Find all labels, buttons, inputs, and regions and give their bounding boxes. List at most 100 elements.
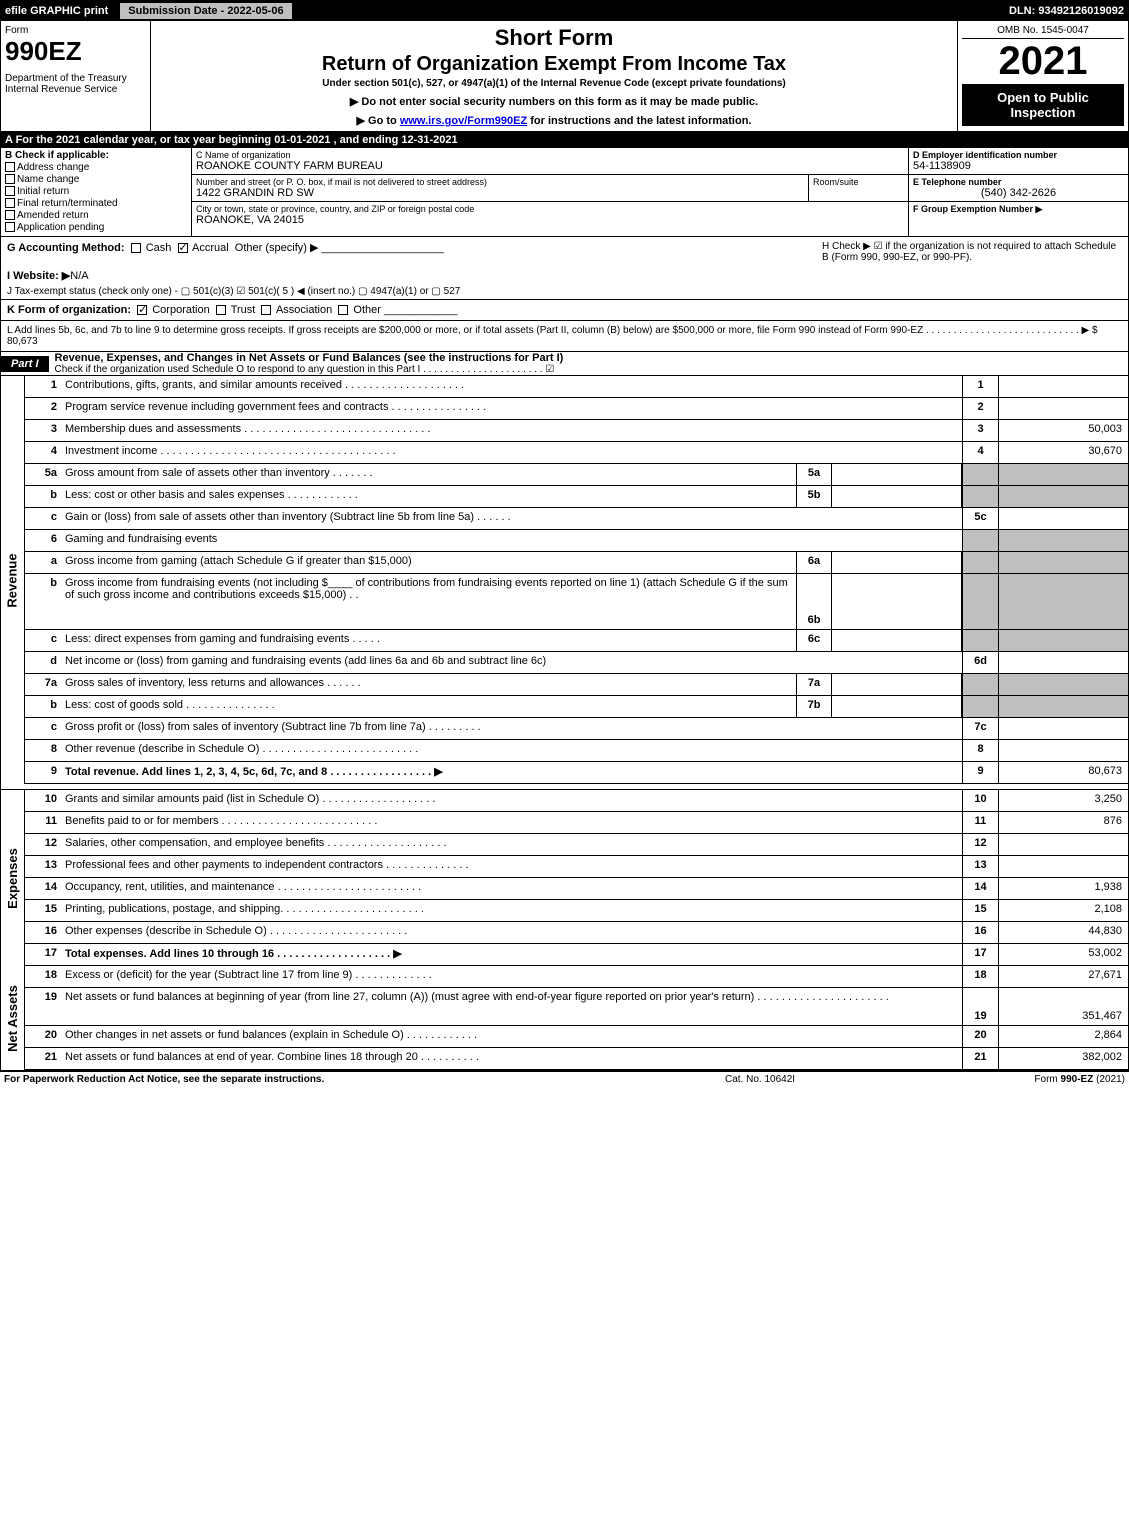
short-form-title: Short Form	[159, 25, 949, 51]
expenses-lines: 10Grants and similar amounts paid (list …	[25, 790, 1128, 966]
chk-name-change[interactable]: Name change	[5, 174, 187, 185]
line-6d: dNet income or (loss) from gaming and fu…	[25, 652, 1128, 674]
line-18: 18Excess or (deficit) for the year (Subt…	[25, 966, 1128, 988]
revenue-vlabel: Revenue	[1, 376, 25, 784]
netassets-section: Net Assets 18Excess or (deficit) for the…	[1, 966, 1128, 1070]
line-5c: cGain or (loss) from sale of assets othe…	[25, 508, 1128, 530]
room-cell: Room/suite	[808, 175, 908, 201]
dln-number: DLN: 93492126019092	[1009, 5, 1124, 17]
line-19: 19Net assets or fund balances at beginni…	[25, 988, 1128, 1026]
efile-label: efile GRAPHIC print	[5, 5, 116, 17]
chk-other-org[interactable]	[338, 305, 348, 315]
return-title: Return of Organization Exempt From Incom…	[159, 53, 949, 76]
goto-pre: ▶ Go to	[357, 115, 400, 127]
line-9: 9Total revenue. Add lines 1, 2, 3, 4, 5c…	[25, 762, 1128, 784]
ein-cell: D Employer identification number 54-1138…	[909, 148, 1128, 175]
accounting-method: G Accounting Method: Cash Accrual Other …	[7, 241, 822, 263]
line-3: 3Membership dues and assessments . . . .…	[25, 420, 1128, 442]
chk-trust[interactable]	[216, 305, 226, 315]
row-k-org-form: K Form of organization: Corporation Trus…	[1, 300, 1128, 321]
org-name: ROANOKE COUNTY FARM BUREAU	[196, 160, 904, 172]
line-6b: bGross income from fundraising events (n…	[25, 574, 1128, 630]
header-right: OMB No. 1545-0047 2021 Open to Public In…	[958, 21, 1128, 131]
row-j-tax-exempt: J Tax-exempt status (check only one) - ▢…	[1, 284, 1128, 300]
row-l-gross-receipts: L Add lines 5b, 6c, and 7b to line 9 to …	[1, 321, 1128, 352]
line-7b: bLess: cost of goods sold . . . . . . . …	[25, 696, 1128, 718]
phone-value: (540) 342-2626	[913, 187, 1124, 199]
line-10: 10Grants and similar amounts paid (list …	[25, 790, 1128, 812]
addr-value: 1422 GRANDIN RD SW	[196, 187, 804, 199]
chk-address-change[interactable]: Address change	[5, 162, 187, 173]
footer-right: Form 990-EZ (2021)	[925, 1074, 1125, 1085]
form-container: efile GRAPHIC print Submission Date - 20…	[0, 0, 1129, 1071]
line-12: 12Salaries, other compensation, and empl…	[25, 834, 1128, 856]
line-21: 21Net assets or fund balances at end of …	[25, 1048, 1128, 1070]
line-7c: cGross profit or (loss) from sales of in…	[25, 718, 1128, 740]
line-16: 16Other expenses (describe in Schedule O…	[25, 922, 1128, 944]
form-word: Form	[5, 25, 146, 36]
part-1-header-row: Part I Revenue, Expenses, and Changes in…	[1, 352, 1128, 376]
netassets-lines: 18Excess or (deficit) for the year (Subt…	[25, 966, 1128, 1070]
revenue-section: Revenue 1Contributions, gifts, grants, a…	[1, 376, 1128, 784]
chk-pending[interactable]: Application pending	[5, 222, 187, 233]
line-6: 6Gaming and fundraising events	[25, 530, 1128, 552]
line-5a: 5aGross amount from sale of assets other…	[25, 464, 1128, 486]
expenses-vlabel: Expenses	[1, 790, 25, 966]
line-17: 17Total expenses. Add lines 10 through 1…	[25, 944, 1128, 966]
city-label: City or town, state or province, country…	[196, 204, 904, 214]
under-section-text: Under section 501(c), 527, or 4947(a)(1)…	[159, 78, 949, 89]
section-def-wrap: D Employer identification number 54-1138…	[908, 148, 1128, 236]
other-specify: Other (specify) ▶	[235, 242, 319, 254]
ssn-warning: ▶ Do not enter social security numbers o…	[159, 95, 949, 108]
header-middle: Short Form Return of Organization Exempt…	[151, 21, 958, 131]
chk-accrual[interactable]	[178, 243, 188, 253]
line-4: 4Investment income . . . . . . . . . . .…	[25, 442, 1128, 464]
ein-value: 54-1138909	[913, 160, 1124, 172]
org-name-cell: C Name of organization ROANOKE COUNTY FA…	[192, 148, 908, 175]
tax-year: 2021	[962, 39, 1124, 84]
line-11: 11Benefits paid to or for members . . . …	[25, 812, 1128, 834]
ein-label: D Employer identification number	[913, 150, 1124, 160]
chk-association[interactable]	[261, 305, 271, 315]
goto-instruction: ▶ Go to www.irs.gov/Form990EZ for instru…	[159, 114, 949, 127]
part-1-check: Check if the organization used Schedule …	[49, 364, 1128, 375]
line-8: 8Other revenue (describe in Schedule O) …	[25, 740, 1128, 762]
open-inspection: Open to Public Inspection	[962, 84, 1124, 126]
chk-final-return[interactable]: Final return/terminated	[5, 198, 187, 209]
chk-cash[interactable]	[131, 243, 141, 253]
chk-corporation[interactable]	[137, 305, 147, 315]
section-c-wrap: C Name of organization ROANOKE COUNTY FA…	[191, 148, 908, 236]
city-value: ROANOKE, VA 24015	[196, 214, 904, 226]
section-b-title: B Check if applicable:	[5, 150, 187, 161]
group-exemption-cell: F Group Exemption Number ▶	[909, 202, 1128, 217]
submission-date: Submission Date - 2022-05-06	[120, 3, 291, 19]
footer-cat-no: Cat. No. 10642I	[725, 1074, 925, 1085]
netassets-vlabel: Net Assets	[1, 966, 25, 1070]
goto-post: for instructions and the latest informat…	[527, 115, 751, 127]
top-bar: efile GRAPHIC print Submission Date - 20…	[1, 1, 1128, 21]
section-h: H Check ▶ ☑ if the organization is not r…	[822, 241, 1122, 263]
goto-link[interactable]: www.irs.gov/Form990EZ	[400, 115, 527, 127]
g-label: G Accounting Method:	[7, 242, 125, 254]
line-20: 20Other changes in net assets or fund ba…	[25, 1026, 1128, 1048]
line-15: 15Printing, publications, postage, and s…	[25, 900, 1128, 922]
org-name-label: C Name of organization	[196, 150, 904, 160]
website-label: I Website: ▶	[7, 270, 70, 282]
omb-number: OMB No. 1545-0047	[962, 25, 1124, 39]
section-a-period: A For the 2021 calendar year, or tax yea…	[1, 132, 1128, 148]
line-14: 14Occupancy, rent, utilities, and mainte…	[25, 878, 1128, 900]
department-label: Department of the Treasury Internal Reve…	[5, 73, 146, 95]
expenses-section: Expenses 10Grants and similar amounts pa…	[1, 790, 1128, 966]
addr-label: Number and street (or P. O. box, if mail…	[196, 177, 804, 187]
revenue-lines: 1Contributions, gifts, grants, and simil…	[25, 376, 1128, 784]
chk-amended[interactable]: Amended return	[5, 210, 187, 221]
line-2: 2Program service revenue including gover…	[25, 398, 1128, 420]
page-footer: For Paperwork Reduction Act Notice, see …	[0, 1071, 1129, 1087]
line-6a: aGross income from gaming (attach Schedu…	[25, 552, 1128, 574]
chk-initial-return[interactable]: Initial return	[5, 186, 187, 197]
addr-row: Number and street (or P. O. box, if mail…	[192, 175, 908, 202]
l-amount: 80,673	[7, 336, 38, 347]
k-label: K Form of organization:	[7, 304, 131, 316]
form-header: Form 990EZ Department of the Treasury In…	[1, 21, 1128, 132]
footer-left: For Paperwork Reduction Act Notice, see …	[4, 1074, 725, 1085]
